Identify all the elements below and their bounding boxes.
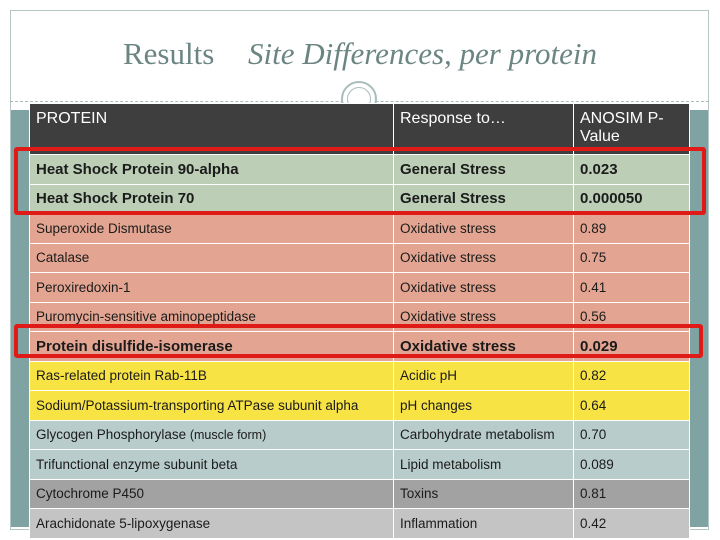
protein-cell: Peroxiredoxin-1 bbox=[29, 272, 394, 303]
response-cell: pH changes bbox=[393, 390, 574, 421]
table-row: Glycogen Phosphorylase (muscle form) Car… bbox=[29, 419, 690, 450]
pvalue-cell: 0.82 bbox=[573, 360, 690, 391]
header-protein: PROTEIN bbox=[29, 103, 394, 155]
table-row: Arachidonate 5-lipoxygenase Inflammation… bbox=[29, 508, 690, 539]
protein-cell: Superoxide Dismutase bbox=[29, 213, 394, 244]
response-cell: Carbohydrate metabolism bbox=[393, 419, 574, 450]
pvalue-cell: 0.81 bbox=[573, 478, 690, 509]
response-cell: Oxidative stress bbox=[393, 213, 574, 244]
response-cell: Oxidative stress bbox=[393, 272, 574, 303]
slide-title: Results Site Differences, per protein bbox=[0, 36, 720, 72]
title-main: Results bbox=[123, 36, 215, 71]
protein-cell: Catalase bbox=[29, 242, 394, 273]
header-response: Response to… bbox=[393, 103, 574, 155]
table-row: Heat Shock Protein 70 General Stress 0.0… bbox=[29, 183, 690, 214]
highlight-box-heat-shock bbox=[14, 147, 706, 215]
protein-note: (muscle form) bbox=[189, 428, 267, 443]
pvalue-cell: 0.000050 bbox=[573, 183, 690, 214]
pvalue-cell: 0.89 bbox=[573, 213, 690, 244]
table-row: Superoxide Dismutase Oxidative stress 0.… bbox=[29, 213, 690, 244]
table-row: Ras-related protein Rab-11B Acidic pH 0.… bbox=[29, 360, 690, 391]
table-header-row: PROTEIN Response to… ANOSIM P-Value bbox=[29, 103, 690, 155]
table-row: Catalase Oxidative stress 0.75 bbox=[29, 242, 690, 273]
pvalue-cell: 0.089 bbox=[573, 449, 690, 480]
protein-cell: Arachidonate 5-lipoxygenase bbox=[29, 508, 394, 539]
pvalue-cell: 0.75 bbox=[573, 242, 690, 273]
table-row: Cytochrome P450 Toxins 0.81 bbox=[29, 478, 690, 509]
highlight-box-disulfide-isomerase bbox=[14, 324, 703, 358]
response-cell: General Stress bbox=[393, 183, 574, 214]
protein-name: Glycogen Phosphorylase bbox=[36, 427, 187, 443]
pvalue-cell: 0.64 bbox=[573, 390, 690, 421]
response-cell: Oxidative stress bbox=[393, 242, 574, 273]
response-cell: Acidic pH bbox=[393, 360, 574, 391]
protein-cell: Cytochrome P450 bbox=[29, 478, 394, 509]
protein-cell: Glycogen Phosphorylase (muscle form) bbox=[29, 419, 394, 450]
header-pvalue: ANOSIM P-Value bbox=[573, 103, 690, 155]
protein-cell: Ras-related protein Rab-11B bbox=[29, 360, 394, 391]
response-cell: Toxins bbox=[393, 478, 574, 509]
table-row: Trifunctional enzyme subunit beta Lipid … bbox=[29, 449, 690, 480]
response-cell: Lipid metabolism bbox=[393, 449, 574, 480]
title-subtitle: Site Differences, per protein bbox=[248, 36, 597, 71]
response-cell: Inflammation bbox=[393, 508, 574, 539]
table-row: Heat Shock Protein 90-alpha General Stre… bbox=[29, 154, 690, 185]
table-row: Peroxiredoxin-1 Oxidative stress 0.41 bbox=[29, 272, 690, 303]
protein-cell: Heat Shock Protein 90-alpha bbox=[29, 154, 394, 185]
pvalue-cell: 0.41 bbox=[573, 272, 690, 303]
pvalue-cell: 0.42 bbox=[573, 508, 690, 539]
table-row: Sodium/Potassium-transporting ATPase sub… bbox=[29, 390, 690, 421]
protein-cell: Trifunctional enzyme subunit beta bbox=[29, 449, 394, 480]
protein-cell: Heat Shock Protein 70 bbox=[29, 183, 394, 214]
protein-cell: Sodium/Potassium-transporting ATPase sub… bbox=[29, 390, 394, 421]
pvalue-cell: 0.023 bbox=[573, 154, 690, 185]
pvalue-cell: 0.70 bbox=[573, 419, 690, 450]
response-cell: General Stress bbox=[393, 154, 574, 185]
